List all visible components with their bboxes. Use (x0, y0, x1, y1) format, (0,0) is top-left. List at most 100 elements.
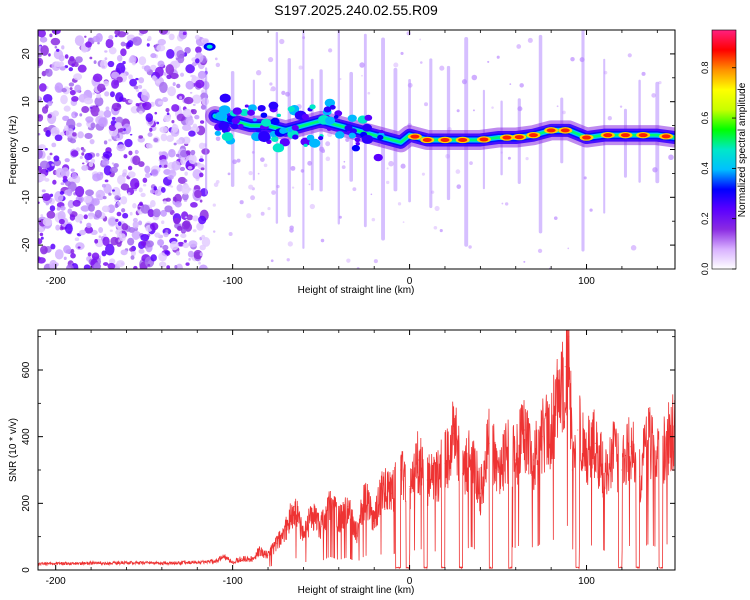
heatmap-ridge (203, 42, 675, 162)
noise-blob (108, 138, 112, 142)
noise-blob (98, 110, 105, 117)
noise-blob (180, 72, 185, 77)
noise-blob (136, 150, 140, 154)
snr-data-point (497, 469, 499, 471)
snr-data-point (196, 561, 198, 563)
noise-blob (142, 183, 147, 187)
noise-blob (129, 54, 137, 64)
noise-blob (77, 64, 87, 73)
noise-blob (188, 240, 198, 248)
colorbar-tick-label: 0.0 (700, 263, 710, 276)
noise-blob (39, 36, 48, 43)
ridge-blob (260, 118, 272, 127)
ridge-blob (364, 114, 373, 121)
noise-blob (199, 244, 206, 251)
noise-blob (198, 264, 208, 269)
noise-blob (298, 65, 303, 70)
snr-data-point (426, 479, 428, 481)
ridge-blob (379, 129, 384, 134)
noise-blob (589, 208, 593, 212)
noise-blob (105, 243, 115, 256)
noise-blob (127, 237, 135, 246)
noise-blob (101, 183, 107, 188)
noise-blob (325, 141, 331, 147)
noise-blob (182, 242, 190, 249)
noise-blob (192, 215, 199, 222)
noise-blob (75, 185, 85, 197)
heatmap-x-ticks: -200 -100 0 100 (46, 30, 658, 287)
noise-blob (164, 205, 173, 213)
noise-blob (83, 97, 94, 105)
noise-blob (108, 192, 112, 196)
noise-blob (95, 33, 103, 43)
noise-blob (195, 46, 202, 54)
noise-blob (167, 175, 174, 180)
snr-data-point (382, 482, 384, 484)
noise-blob (38, 114, 44, 122)
ridge-blob (244, 104, 249, 108)
noise-blob (343, 160, 346, 163)
snr-data-point (143, 562, 145, 564)
noise-blob (108, 35, 114, 40)
snr-data-point (571, 469, 573, 471)
noise-blob (163, 71, 167, 76)
noise-blob (263, 163, 268, 168)
noise-blob (157, 239, 165, 247)
snr-data-point (435, 476, 437, 478)
noise-blob (132, 36, 142, 46)
noise-blob (51, 30, 61, 35)
noise-blob (85, 159, 89, 163)
noise-blob (172, 196, 177, 202)
noise-blob (150, 53, 157, 59)
ridge-blob (329, 104, 336, 110)
noise-blob (116, 137, 120, 141)
snr-data-point (665, 442, 667, 444)
noise-blob (133, 265, 138, 269)
snr-data-point (276, 542, 278, 544)
snr-data-point (479, 492, 481, 494)
noise-blob (107, 60, 115, 68)
noise-blob (95, 152, 100, 157)
snr-data-point (240, 557, 243, 559)
noise-blob (83, 214, 88, 220)
noise-blob (188, 257, 191, 261)
noise-blob (135, 89, 139, 93)
noise-blob (154, 232, 161, 238)
noise-blob (158, 252, 167, 262)
noise-blob (81, 105, 90, 113)
snr-x-ticks: -200 -100 0 100 (46, 330, 658, 587)
noise-blob (456, 109, 460, 113)
noise-blob (104, 57, 108, 61)
noise-blob (439, 229, 443, 233)
noise-blob (52, 179, 57, 185)
y-tick-label: 600 (21, 361, 32, 378)
noise-blob (121, 223, 129, 231)
noise-blob (138, 248, 145, 254)
snr-data-point (612, 452, 614, 454)
noise-blob (185, 117, 194, 126)
noise-blob (41, 189, 46, 193)
noise-blob (172, 82, 176, 87)
ridge-blob (214, 130, 222, 136)
noise-blob (48, 53, 51, 57)
noise-blob (157, 100, 164, 105)
noise-blob (49, 205, 56, 212)
noise-blob (85, 41, 92, 48)
noise-blob (469, 161, 473, 166)
ridge-hotspot (546, 128, 556, 133)
noise-blob (103, 140, 108, 145)
noise-blob (50, 243, 56, 250)
noise-blob (158, 164, 162, 168)
noise-blob (271, 190, 276, 195)
noise-blob (180, 233, 187, 239)
noise-blob (184, 216, 188, 219)
noise-blob (250, 195, 256, 201)
noise-blob (103, 109, 112, 118)
noise-blob (127, 40, 134, 48)
noise-blob (308, 183, 311, 186)
snr-data-point (355, 532, 358, 534)
ridge-blob (308, 138, 321, 148)
noise-blob (84, 152, 93, 161)
noise-blob (138, 56, 147, 66)
snr-data-point (559, 396, 561, 398)
